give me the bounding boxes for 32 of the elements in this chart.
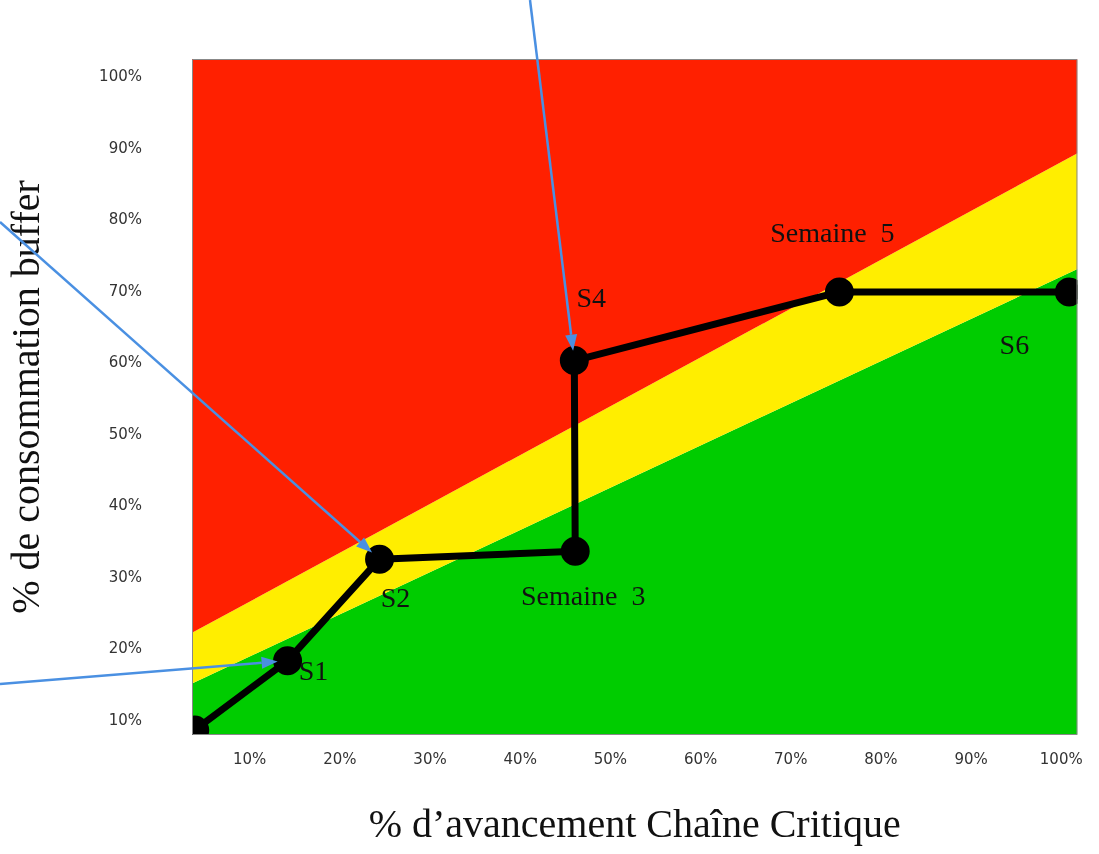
y-tick-label: 10%: [108, 710, 142, 729]
x-tick-label: 70%: [774, 749, 808, 768]
annotation: Semaine 5: [770, 217, 895, 249]
y-tick-label: 20%: [108, 639, 142, 658]
x-tick-label: 20%: [323, 749, 357, 768]
x-tick-label: 100%: [1039, 749, 1083, 768]
annotation: S2: [380, 581, 411, 613]
point: [560, 536, 590, 566]
point: [559, 346, 589, 376]
annotation: S1: [298, 655, 329, 687]
y-tick-label: 60%: [108, 353, 142, 372]
annotation: S4: [576, 281, 607, 313]
point: [365, 544, 395, 574]
annotation: Semaine 3: [521, 579, 646, 611]
y-tick-label: 40%: [108, 496, 142, 515]
y-tick-label: 80%: [108, 210, 142, 229]
point: [824, 277, 854, 307]
x-tick-label: 80%: [864, 749, 898, 768]
y-tick-label: 90%: [108, 138, 142, 157]
y-axis-title: % de consommation buffer: [2, 180, 48, 614]
x-tick-label: 50%: [593, 749, 628, 768]
x-tick-label: 10%: [233, 749, 267, 768]
y-tick-label: 100%: [99, 67, 142, 86]
y-tick-label: 30%: [108, 567, 142, 586]
annotation: S6: [999, 329, 1030, 361]
x-axis-title: % d’avancement Chaîne Critique: [368, 800, 901, 846]
y-tick-label: 70%: [108, 281, 142, 300]
x-tick-label: 40%: [503, 749, 537, 768]
x-tick-label: 30%: [413, 749, 447, 768]
x-tick-label: 60%: [683, 749, 718, 768]
y-tick-label: 50%: [108, 424, 142, 443]
x-tick-label: 90%: [954, 749, 988, 768]
